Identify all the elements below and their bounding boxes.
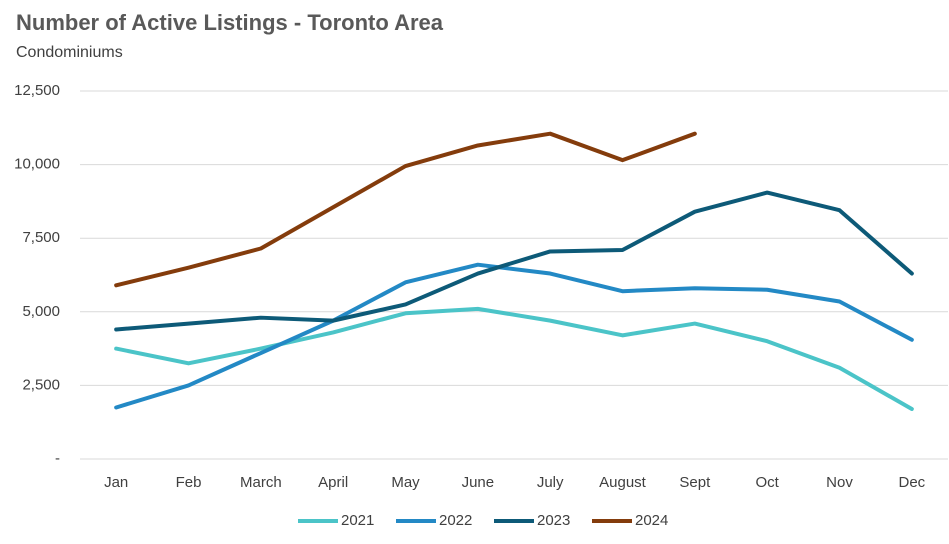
x-tick-label: Sept: [679, 474, 711, 491]
chart-subtitle: Condominiums: [16, 44, 123, 61]
series-line: [114, 131, 697, 288]
legend-label: 2021: [341, 512, 374, 529]
y-tick-label: 10,000: [14, 156, 60, 173]
legend-label: 2023: [537, 512, 570, 529]
chart-title: Number of Active Listings - Toronto Area: [16, 10, 444, 35]
y-tick-label: 5,000: [22, 303, 60, 320]
x-tick-label: Oct: [755, 474, 779, 491]
series-line: [114, 262, 914, 410]
x-tick-label: April: [318, 474, 348, 491]
y-tick-label: -: [55, 450, 60, 467]
x-tick-label: March: [240, 474, 282, 491]
y-tick-label: 7,500: [22, 229, 60, 246]
x-tick-label: Feb: [176, 474, 202, 491]
x-tick-label: June: [462, 474, 495, 491]
x-tick-label: Jan: [104, 474, 128, 491]
series-line: [114, 190, 914, 332]
x-tick-label: July: [537, 474, 564, 491]
y-tick-label: 2,500: [22, 376, 60, 393]
x-tick-label: Dec: [898, 474, 925, 491]
x-tick-label: Nov: [826, 474, 853, 491]
legend-label: 2022: [439, 512, 472, 529]
legend-label: 2024: [635, 512, 668, 529]
x-tick-label: May: [391, 474, 420, 491]
x-tick-label: August: [599, 474, 647, 491]
series-line: [114, 306, 914, 411]
y-tick-label: 12,500: [14, 82, 60, 99]
